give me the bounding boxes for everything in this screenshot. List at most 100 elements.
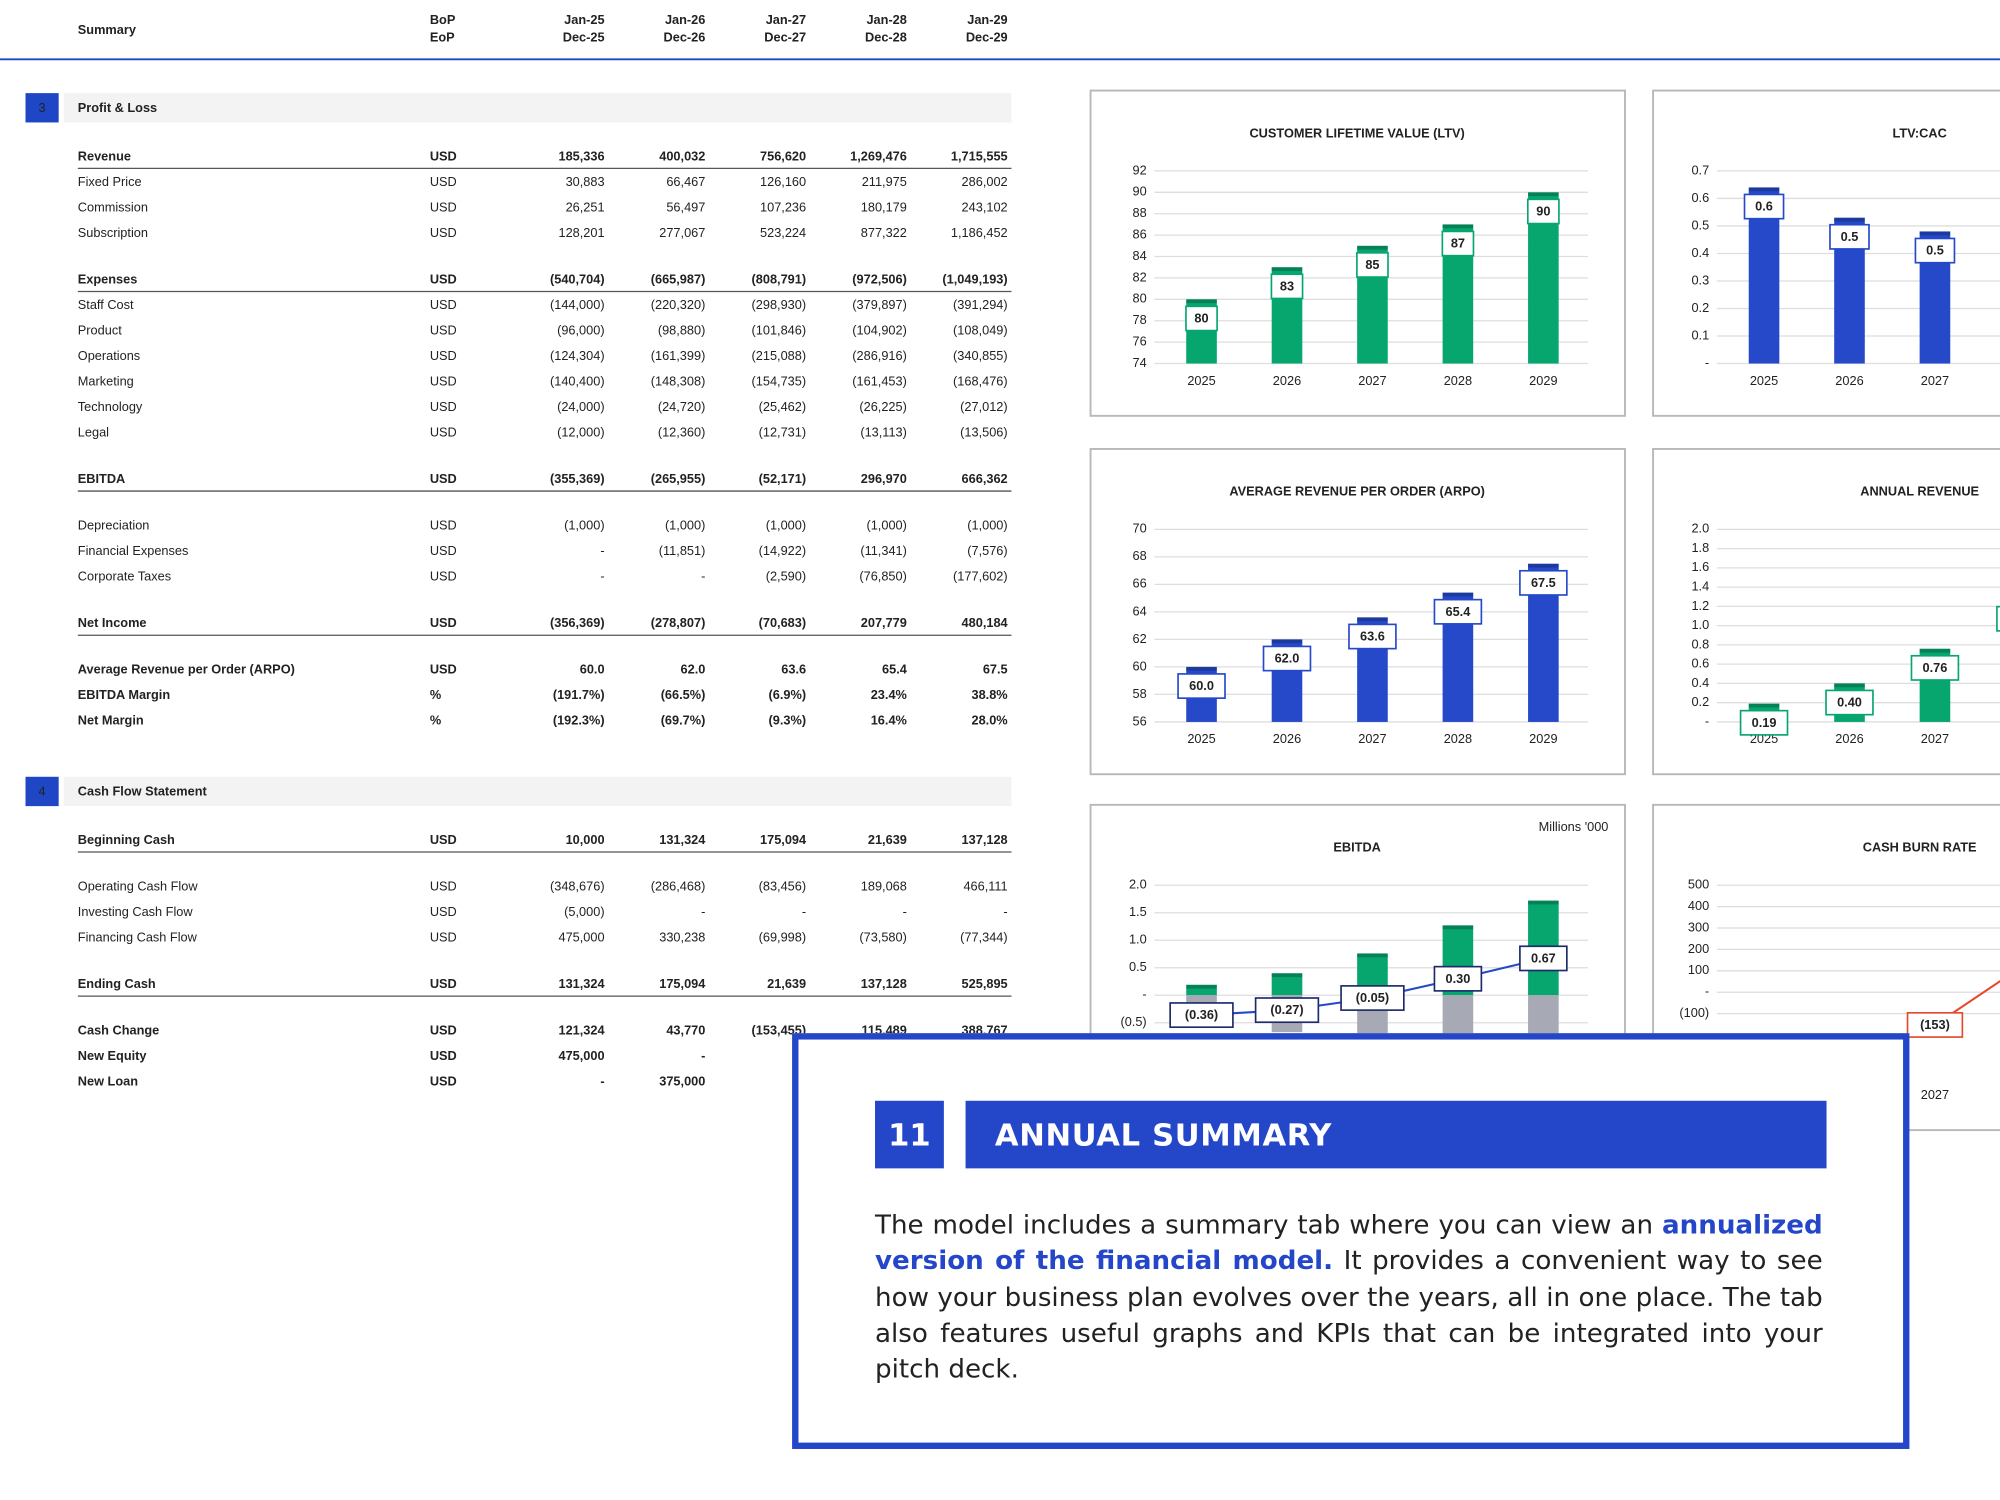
period-start: Jan-26 bbox=[665, 12, 705, 27]
row-unit: USD bbox=[430, 297, 457, 312]
y-tick-label: 70 bbox=[1132, 521, 1146, 536]
data-label: 87 bbox=[1451, 236, 1465, 251]
row-label: Net Margin bbox=[78, 713, 144, 728]
data-label: 63.6 bbox=[1360, 629, 1385, 644]
y-tick-label: - bbox=[1705, 355, 1709, 370]
x-tick-label: 2027 bbox=[1921, 731, 1949, 746]
cell: (286,468) bbox=[651, 878, 706, 893]
cell: 1,186,452 bbox=[951, 225, 1008, 240]
cell: - bbox=[1003, 904, 1007, 919]
data-label: 90 bbox=[1536, 203, 1550, 218]
chart-title: CASH BURN RATE bbox=[1863, 840, 1977, 855]
row-unit: USD bbox=[430, 878, 457, 893]
cell: (98,880) bbox=[658, 322, 705, 337]
y-tick-label: 80 bbox=[1132, 291, 1146, 306]
chart-title: ANNUAL REVENUE bbox=[1860, 484, 1979, 499]
cell: (12,731) bbox=[759, 424, 807, 439]
data-label-box bbox=[1433, 965, 1483, 992]
data-label-box bbox=[1519, 945, 1568, 972]
cell: 207,779 bbox=[861, 615, 907, 630]
cell: 523,224 bbox=[760, 225, 806, 240]
cell: (808,791) bbox=[752, 271, 807, 286]
cell: (1,000) bbox=[866, 518, 906, 533]
y-tick-label: 84 bbox=[1132, 248, 1146, 263]
data-label: 0.76 bbox=[1923, 660, 1948, 675]
y-tick-label: 2.0 bbox=[1691, 521, 1709, 536]
cell: (83,456) bbox=[759, 878, 807, 893]
row-label: EBITDA bbox=[78, 471, 125, 486]
cell: 211,975 bbox=[862, 174, 907, 189]
cell: 400,032 bbox=[659, 148, 705, 163]
cell: (13,506) bbox=[960, 424, 1008, 439]
bar-cap bbox=[1357, 245, 1388, 250]
data-label-box bbox=[1825, 689, 1874, 716]
section-number: 4 bbox=[39, 783, 46, 798]
row-unit: % bbox=[430, 687, 441, 702]
row-label: Average Revenue per Order (ARPO) bbox=[78, 662, 295, 677]
x-tick-label: 2027 bbox=[1921, 373, 1949, 388]
section-band bbox=[63, 776, 1012, 807]
callout-text: The model includes a summary tab where y… bbox=[875, 1207, 1823, 1387]
cell: (1,000) bbox=[967, 518, 1007, 533]
data-label-box bbox=[1433, 598, 1483, 625]
row-unit: USD bbox=[430, 1023, 457, 1038]
cell: 475,000 bbox=[558, 1048, 604, 1063]
cell: (355,369) bbox=[550, 471, 605, 486]
cell: 756,620 bbox=[760, 148, 806, 163]
cell: - bbox=[600, 543, 604, 558]
row-unit: USD bbox=[430, 543, 457, 558]
y-tick-label: 0.2 bbox=[1691, 694, 1709, 709]
data-label-box bbox=[1348, 623, 1397, 650]
cell: (191.7%) bbox=[553, 687, 605, 702]
row-label: Financing Cash Flow bbox=[78, 930, 198, 945]
bar-cap bbox=[1834, 217, 1865, 222]
row-label: Commission bbox=[78, 199, 148, 214]
data-label-box bbox=[1169, 1002, 1234, 1029]
y-tick-label: 1.5 bbox=[1129, 904, 1147, 919]
period-end: Dec-26 bbox=[664, 30, 706, 45]
period-label: BoP bbox=[430, 12, 456, 27]
section-title: Cash Flow Statement bbox=[78, 783, 208, 798]
x-tick-label: 2027 bbox=[1921, 1087, 1949, 1102]
cell: 466,111 bbox=[963, 878, 1007, 893]
cell: 475,000 bbox=[558, 930, 604, 945]
cell: 131,324 bbox=[558, 976, 605, 991]
x-tick-label: 2025 bbox=[1187, 731, 1215, 746]
bar-cap bbox=[1442, 224, 1474, 229]
y-tick-label: 0.3 bbox=[1691, 272, 1709, 287]
data-label-box bbox=[1906, 1012, 1964, 1038]
data-label-box bbox=[1829, 223, 1870, 250]
section-band bbox=[63, 93, 1012, 123]
section-number: 3 bbox=[39, 100, 46, 115]
cell: (340,855) bbox=[953, 348, 1008, 363]
row-unit: USD bbox=[430, 225, 457, 240]
cell: 1,269,476 bbox=[850, 148, 907, 163]
y-tick-label: 58 bbox=[1132, 686, 1146, 701]
data-label-box bbox=[1914, 237, 1956, 264]
y-tick-label: 68 bbox=[1132, 548, 1146, 563]
cell: (77,344) bbox=[960, 930, 1008, 945]
row-unit: USD bbox=[430, 148, 457, 163]
row-label: Operations bbox=[78, 348, 140, 363]
cell: 30,883 bbox=[566, 174, 605, 189]
row-label: Financial Expenses bbox=[78, 543, 189, 558]
y-tick-label: 66 bbox=[1132, 576, 1146, 591]
cell: 175,094 bbox=[760, 832, 807, 847]
cell: 126,160 bbox=[760, 174, 806, 189]
cell: - bbox=[701, 904, 705, 919]
cell: (144,000) bbox=[550, 297, 605, 312]
cell: 62.0 bbox=[681, 662, 706, 677]
row-label: Depreciation bbox=[78, 518, 150, 533]
bar-cap bbox=[1528, 900, 1559, 905]
cell: (12,000) bbox=[557, 424, 605, 439]
y-tick-label: 1.2 bbox=[1691, 598, 1709, 613]
bar-cap bbox=[1271, 639, 1303, 644]
data-label-box bbox=[1910, 654, 1960, 681]
y-tick-label: 86 bbox=[1132, 226, 1146, 241]
row-label: Beginning Cash bbox=[78, 832, 175, 847]
y-tick-label: 0.7 bbox=[1691, 162, 1709, 177]
data-label: 0.5 bbox=[1926, 243, 1944, 258]
row-label: Legal bbox=[78, 424, 109, 439]
